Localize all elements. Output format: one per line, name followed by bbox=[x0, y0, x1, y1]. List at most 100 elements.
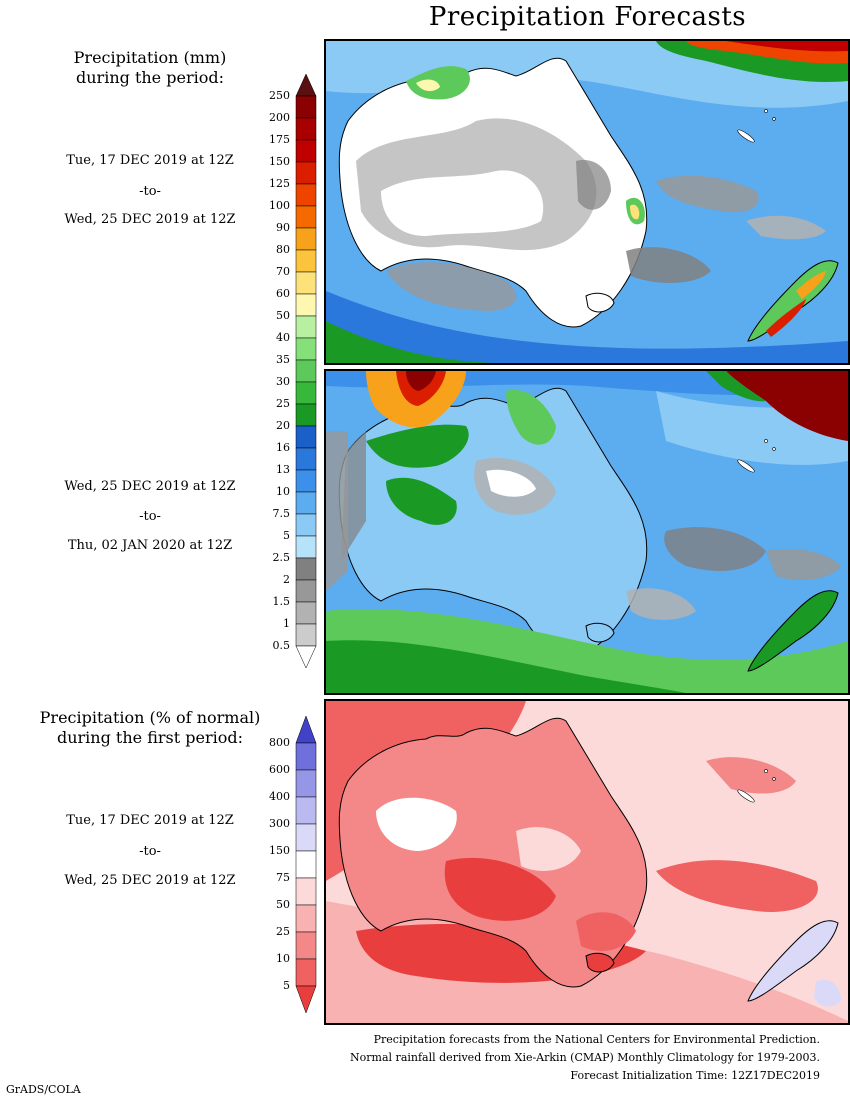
period1-sep: -to- bbox=[139, 184, 161, 199]
colorbar-swatch bbox=[295, 425, 317, 449]
mm-heading-line2: during the period: bbox=[76, 68, 224, 87]
pct-colorbar-labels: 800 600 400 300 150 75 50 25 10 5 bbox=[250, 0, 290, 1100]
colorbar-swatch bbox=[295, 513, 317, 537]
pct-tick-label: 150 bbox=[269, 844, 290, 857]
colorbar-swatch bbox=[295, 742, 317, 771]
mm-tick-label: 200 bbox=[269, 111, 290, 124]
colorbar-swatch bbox=[295, 557, 317, 581]
colorbar-bottom-cap bbox=[295, 645, 317, 669]
colorbar-swatch bbox=[295, 491, 317, 515]
mm-tick-label: 60 bbox=[276, 287, 290, 300]
colorbar-swatch bbox=[295, 139, 317, 163]
colorbar-swatch bbox=[295, 931, 317, 960]
mm-tick-label: 70 bbox=[276, 265, 290, 278]
colorbar-swatch bbox=[295, 293, 317, 317]
footer-line2: Normal rainfall derived from Xie-Arkin (… bbox=[350, 1051, 820, 1064]
mm-tick-label: 2.5 bbox=[272, 551, 291, 564]
mm-tick-label: 100 bbox=[269, 199, 290, 212]
mm-tick-label: 25 bbox=[276, 397, 290, 410]
map-period2-svg bbox=[326, 371, 848, 693]
period2-end: Thu, 02 JAN 2020 at 12Z bbox=[67, 538, 233, 553]
map-panel-period2 bbox=[324, 369, 850, 695]
map-percent-svg bbox=[326, 701, 848, 1023]
mm-tick-label: 30 bbox=[276, 375, 290, 388]
mm-tick-label: 90 bbox=[276, 221, 290, 234]
period1-end: Wed, 25 DEC 2019 at 12Z bbox=[64, 212, 236, 227]
mm-tick-label: 80 bbox=[276, 243, 290, 256]
colorbar-swatch bbox=[295, 205, 317, 229]
colorbar-swatch bbox=[295, 359, 317, 383]
colorbar-swatch bbox=[295, 447, 317, 471]
mm-tick-label: 50 bbox=[276, 309, 290, 322]
colorbar-swatch bbox=[295, 579, 317, 603]
colorbar-swatch bbox=[295, 95, 317, 119]
pct-tick-label: 75 bbox=[276, 871, 290, 884]
mm-tick-label: 5 bbox=[283, 529, 290, 542]
map-panel-period1 bbox=[324, 39, 850, 365]
mm-tick-label: 125 bbox=[269, 177, 290, 190]
pct-tick-label: 600 bbox=[269, 763, 290, 776]
colorbar-swatch bbox=[295, 850, 317, 879]
period1-start: Tue, 17 DEC 2019 at 12Z bbox=[66, 153, 234, 168]
colorbar-top-cap bbox=[295, 715, 317, 744]
map-panel-percent-normal bbox=[324, 699, 850, 1025]
mm-tick-label: 175 bbox=[269, 133, 290, 146]
mm-tick-label: 150 bbox=[269, 155, 290, 168]
pct-colorbar-svg bbox=[295, 715, 317, 1014]
colorbar-swatch bbox=[295, 904, 317, 933]
colorbar-swatch bbox=[295, 823, 317, 852]
mm-tick-label: 10 bbox=[276, 485, 290, 498]
colorbar-swatch bbox=[295, 117, 317, 141]
colorbar-swatch bbox=[295, 271, 317, 295]
mm-tick-label: 0.5 bbox=[272, 639, 291, 652]
period2-sep: -to- bbox=[139, 509, 161, 524]
colorbar-top-cap bbox=[295, 73, 317, 97]
footer-line3: Forecast Initialization Time: 12Z17DEC20… bbox=[570, 1069, 820, 1082]
colorbar-swatch bbox=[295, 958, 317, 987]
page-title: Precipitation Forecasts bbox=[428, 2, 747, 32]
period3-sep: -to- bbox=[139, 844, 161, 859]
colorbar-swatch bbox=[295, 183, 317, 207]
mm-tick-label: 1 bbox=[283, 617, 290, 630]
mm-colorbar-labels: 250 200 175 150 125 100 90 80 70 60 50 40 35 30 25 20 16… bbox=[250, 0, 290, 1100]
pct-tick-label: 800 bbox=[269, 736, 290, 749]
mm-tick-label: 13 bbox=[276, 463, 290, 476]
colorbar-swatch bbox=[295, 249, 317, 273]
mm-tick-label: 1.5 bbox=[272, 595, 291, 608]
mm-section-heading: Precipitation (mm) during the period: bbox=[40, 48, 260, 88]
period2-start: Wed, 25 DEC 2019 at 12Z bbox=[64, 479, 236, 494]
mm-tick-label: 20 bbox=[276, 419, 290, 432]
pct-section-heading: Precipitation (% of normal) during the f… bbox=[30, 708, 270, 748]
pct-heading-line1: Precipitation (% of normal) bbox=[39, 708, 261, 727]
mm-tick-label: 16 bbox=[276, 441, 290, 454]
colorbar-swatch bbox=[295, 535, 317, 559]
colorbar-swatch bbox=[295, 769, 317, 798]
colorbar-swatch bbox=[295, 403, 317, 427]
colorbar-swatch bbox=[295, 161, 317, 185]
mm-colorbar-svg bbox=[295, 73, 317, 669]
period3-start: Tue, 17 DEC 2019 at 12Z bbox=[66, 813, 234, 828]
colorbar-swatch bbox=[295, 337, 317, 361]
pct-heading-line2: during the first period: bbox=[56, 728, 244, 747]
pct-tick-label: 5 bbox=[283, 979, 290, 992]
mm-tick-label: 40 bbox=[276, 331, 290, 344]
colorbar-swatch bbox=[295, 877, 317, 906]
colorbar-swatch bbox=[295, 381, 317, 405]
colorbar-swatch bbox=[295, 796, 317, 825]
pct-tick-label: 300 bbox=[269, 817, 290, 830]
pct-tick-label: 50 bbox=[276, 898, 290, 911]
mm-tick-label: 35 bbox=[276, 353, 290, 366]
pct-tick-label: 25 bbox=[276, 925, 290, 938]
map-period1-svg bbox=[326, 41, 848, 363]
colorbar-swatch bbox=[295, 469, 317, 493]
mm-heading-line1: Precipitation (mm) bbox=[73, 48, 227, 67]
colorbar-swatch bbox=[295, 315, 317, 339]
mm-tick-label: 250 bbox=[269, 89, 290, 102]
mm-tick-label: 2 bbox=[283, 573, 290, 586]
mm-tick-label: 7.5 bbox=[272, 507, 291, 520]
colorbar-bottom-cap bbox=[295, 985, 317, 1014]
colorbar-swatch bbox=[295, 227, 317, 251]
colorbar-swatch bbox=[295, 601, 317, 625]
mm-colorbar bbox=[295, 73, 317, 669]
grads-credit: GrADS/COLA bbox=[6, 1083, 81, 1096]
